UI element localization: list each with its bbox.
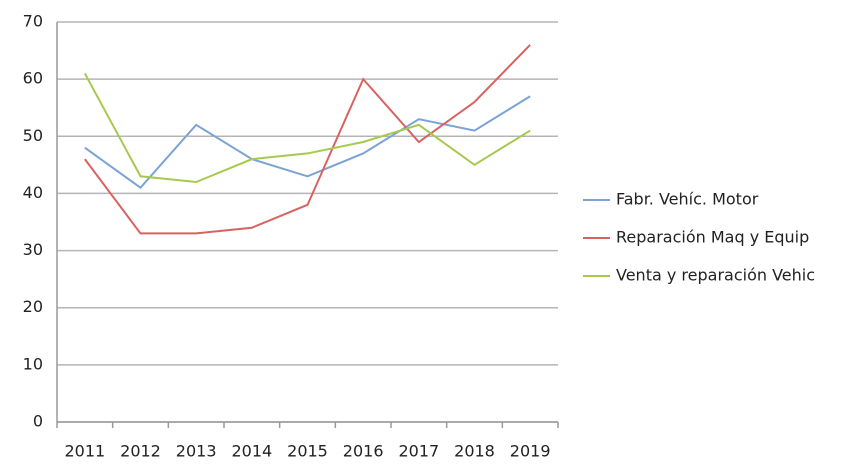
x-tick-label: 2011 (64, 442, 105, 461)
x-tick-label: 2016 (343, 442, 384, 461)
x-tick-label: 2013 (176, 442, 217, 461)
x-tick-label: 2017 (398, 442, 439, 461)
y-tick-label: 50 (23, 126, 43, 145)
y-tick-label: 40 (23, 183, 43, 202)
series-line (84, 44, 531, 235)
x-tick-label: 2015 (287, 442, 328, 461)
y-tick-label: 70 (23, 12, 43, 31)
y-tick-label: 30 (23, 240, 43, 259)
legend-label: Venta y reparación Vehic (616, 266, 815, 285)
x-tick-label: 2018 (454, 442, 495, 461)
x-tick-label: 2014 (231, 442, 272, 461)
series-line (84, 95, 531, 190)
y-tick-label: 60 (23, 69, 43, 88)
y-tick-label: 10 (23, 354, 43, 373)
legend-label: Fabr. Vehíc. Motor (616, 190, 759, 209)
y-tick-label: 0 (33, 412, 43, 431)
series-line (83, 72, 531, 184)
x-tick-label: 2019 (510, 442, 551, 461)
y-tick-label: 20 (23, 297, 43, 316)
legend-label: Reparación Maq y Equip (616, 228, 809, 247)
x-tick-label: 2012 (120, 442, 161, 461)
